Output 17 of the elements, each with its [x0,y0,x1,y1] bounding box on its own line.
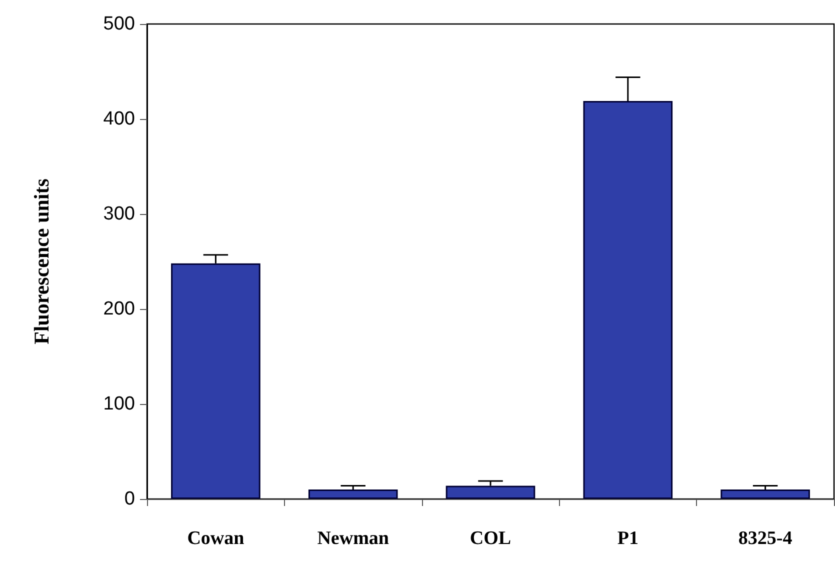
bar [308,490,398,499]
x-tick-label: Cowan [187,528,245,549]
y-tick-label: 100 [103,394,135,414]
x-tick-label: COL [470,528,512,549]
y-tick-label: 500 [103,14,135,34]
bar [720,490,810,499]
bar [171,263,260,499]
y-tick-label: 200 [103,298,135,320]
y-tick-label: 300 [103,204,135,224]
x-tick-label: 8325-4 [738,528,793,549]
x-tick-label: P1 [617,528,638,549]
bar [446,486,536,499]
y-axis-title: Fluorescence units [30,178,54,344]
y-tick-label: 400 [103,108,135,130]
bar [583,100,673,499]
y-tick-label: 0 [124,488,135,510]
x-tick-label: Newman [317,528,390,549]
